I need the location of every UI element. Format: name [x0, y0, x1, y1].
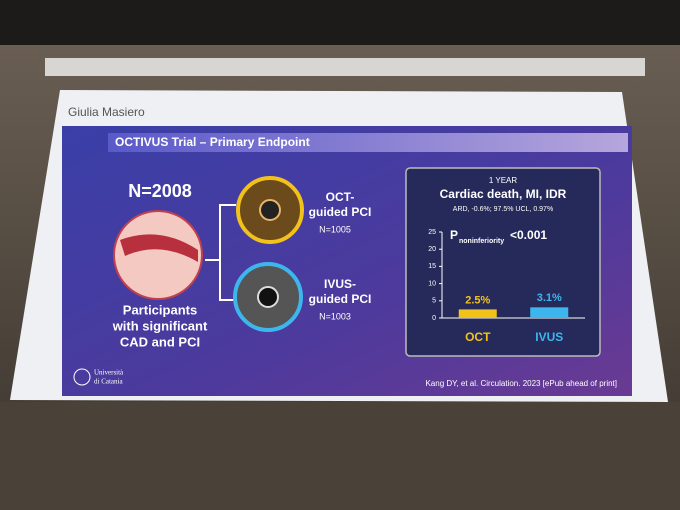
participants-line: Participants [123, 302, 197, 317]
chart-subtitle: ARD, -0.6%; 97.5% UCL, 0.97% [453, 206, 553, 213]
x-tick-label: OCT [465, 330, 491, 344]
artery-icon [113, 210, 203, 300]
value-label: 2.5% [465, 294, 490, 306]
value-label: 3.1% [537, 292, 562, 304]
arm-label: guided PCI [309, 292, 372, 306]
y-tick-label: 20 [428, 246, 436, 253]
arms: OCT-guided PCI N=1005 IVUS-guided PCI N=100… [309, 190, 372, 321]
ivus-lumen [257, 286, 279, 308]
bar [458, 309, 497, 318]
university-logo [73, 368, 91, 386]
citation: Kang DY, et al. Circulation. 2023 [ePub … [425, 379, 617, 388]
x-tick-label: IVUS [535, 330, 563, 344]
y-tick-label: 15 [428, 263, 436, 270]
chart: 1 YEAR Cardiac death, MI, IDR ARD, -0.6%; … [428, 176, 585, 344]
p-subscript: noninferiority [459, 238, 504, 245]
chart-title: Cardiac death, MI, IDR [440, 187, 567, 201]
participants-line: CAD and PCI [120, 334, 200, 349]
y-tick-label: 5 [432, 298, 436, 305]
arm-n: N=1005 [319, 224, 351, 234]
title-bar [108, 133, 628, 152]
screen-housing [45, 58, 645, 76]
university-line: Università [94, 369, 124, 377]
p-value: <0.001 [510, 228, 547, 242]
university-line: di Catania [94, 378, 123, 386]
oct-lumen [259, 199, 281, 221]
participants-line: with significant [112, 318, 208, 333]
presenter-name: Giulia Masiero [68, 105, 145, 119]
bar [530, 307, 569, 318]
chart-supertitle: 1 YEAR [489, 176, 518, 185]
slide-title: OCTIVUS Trial – Primary Endpoint [115, 135, 310, 149]
y-tick-label: 10 [428, 280, 436, 287]
lower-wall [0, 402, 680, 510]
p-symbol: P [450, 228, 458, 242]
y-tick-label: 25 [428, 229, 436, 236]
artery [120, 234, 198, 262]
ceiling [0, 0, 680, 45]
arm-label: OCT- [326, 190, 355, 204]
arm-n: N=1003 [319, 311, 351, 321]
arm-label: guided PCI [309, 205, 372, 219]
y-tick-label: 0 [432, 315, 436, 322]
branch-lines [205, 204, 236, 301]
total-n: N=2008 [128, 181, 192, 201]
arm-label: IVUS- [324, 277, 356, 291]
